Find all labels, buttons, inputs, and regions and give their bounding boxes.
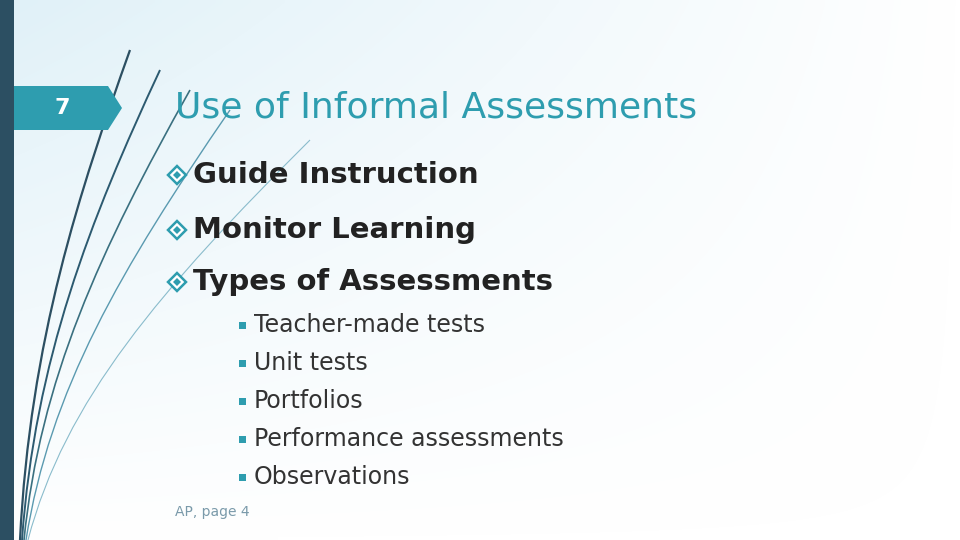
Polygon shape — [14, 86, 122, 130]
Text: Performance assessments: Performance assessments — [254, 427, 564, 451]
Polygon shape — [168, 166, 186, 184]
Bar — [239, 435, 246, 442]
Text: Types of Assessments: Types of Assessments — [193, 268, 553, 296]
Text: Guide Instruction: Guide Instruction — [193, 161, 479, 189]
Text: Portfolios: Portfolios — [254, 389, 364, 413]
Polygon shape — [173, 226, 181, 234]
Text: Use of Informal Assessments: Use of Informal Assessments — [175, 91, 697, 125]
Bar — [239, 321, 246, 328]
Polygon shape — [168, 221, 186, 239]
Text: Monitor Learning: Monitor Learning — [193, 216, 476, 244]
Text: AP, page 4: AP, page 4 — [175, 505, 250, 519]
Bar — [0, 0, 14, 540]
Polygon shape — [168, 273, 186, 291]
Text: Unit tests: Unit tests — [254, 351, 368, 375]
Text: 7: 7 — [55, 98, 70, 118]
Polygon shape — [173, 278, 181, 286]
Polygon shape — [173, 171, 181, 179]
Text: Observations: Observations — [254, 465, 411, 489]
Bar — [239, 360, 246, 367]
Bar — [239, 397, 246, 404]
Bar — [239, 474, 246, 481]
Text: Teacher-made tests: Teacher-made tests — [254, 313, 485, 337]
